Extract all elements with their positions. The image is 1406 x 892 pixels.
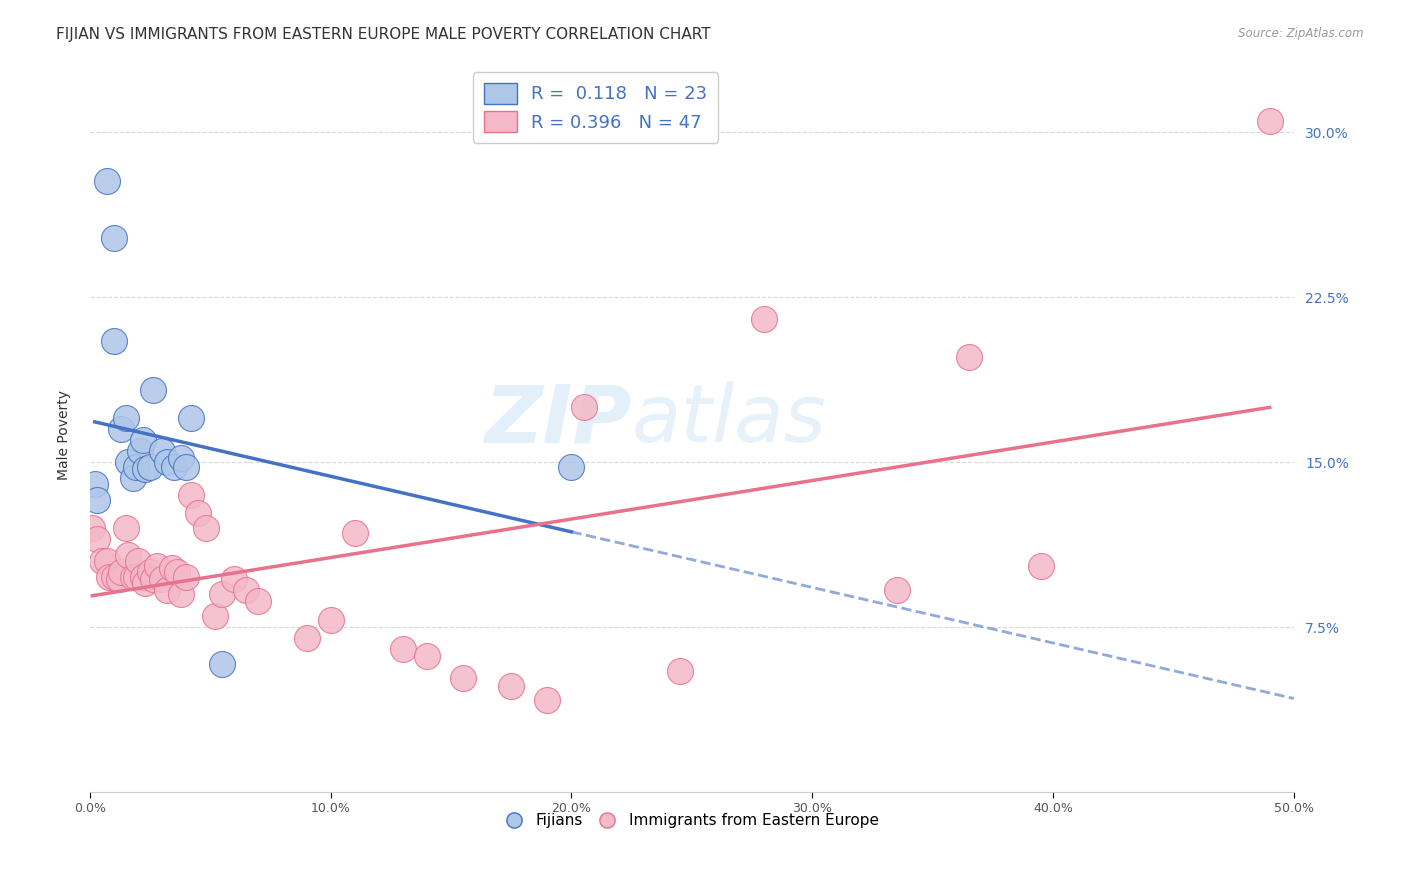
Point	[1258, 114, 1281, 128]
Point	[124, 569, 146, 583]
Point	[669, 664, 692, 678]
Point	[180, 488, 202, 502]
Point	[150, 572, 173, 586]
Point	[110, 422, 132, 436]
Point	[132, 433, 155, 447]
Text: FIJIAN VS IMMIGRANTS FROM EASTERN EUROPE MALE POVERTY CORRELATION CHART: FIJIAN VS IMMIGRANTS FROM EASTERN EUROPE…	[56, 27, 711, 42]
Point	[124, 459, 146, 474]
Point	[110, 565, 132, 579]
Point	[211, 657, 233, 672]
Point	[108, 572, 131, 586]
Point	[886, 582, 908, 597]
Point	[122, 470, 145, 484]
Point	[103, 569, 125, 583]
Point	[117, 548, 139, 562]
Point	[501, 680, 523, 694]
Y-axis label: Male Poverty: Male Poverty	[58, 390, 72, 480]
Point	[451, 671, 474, 685]
Point	[174, 569, 197, 583]
Point	[156, 455, 179, 469]
Point	[150, 444, 173, 458]
Point	[86, 492, 108, 507]
Point	[127, 554, 149, 568]
Point	[103, 231, 125, 245]
Point	[83, 477, 105, 491]
Point	[319, 614, 342, 628]
Point	[392, 642, 415, 657]
Point	[98, 569, 121, 583]
Text: Source: ZipAtlas.com: Source: ZipAtlas.com	[1239, 27, 1364, 40]
Point	[180, 411, 202, 425]
Point	[224, 572, 246, 586]
Point	[139, 459, 162, 474]
Point	[295, 631, 318, 645]
Point	[416, 648, 439, 663]
Point	[572, 401, 595, 415]
Point	[343, 525, 366, 540]
Point	[115, 411, 138, 425]
Point	[122, 569, 145, 583]
Point	[134, 576, 156, 591]
Point	[163, 459, 186, 474]
Point	[170, 587, 193, 601]
Point	[174, 459, 197, 474]
Legend: Fijians, Immigrants from Eastern Europe: Fijians, Immigrants from Eastern Europe	[499, 807, 884, 834]
Point	[170, 450, 193, 465]
Point	[160, 560, 183, 574]
Point	[132, 569, 155, 583]
Point	[560, 459, 582, 474]
Point	[536, 692, 558, 706]
Point	[103, 334, 125, 349]
Point	[82, 521, 104, 535]
Point	[139, 565, 162, 579]
Point	[204, 609, 226, 624]
Point	[134, 462, 156, 476]
Point	[752, 312, 775, 326]
Point	[129, 444, 152, 458]
Point	[166, 565, 188, 579]
Point	[211, 587, 233, 601]
Point	[86, 532, 108, 546]
Point	[1029, 558, 1052, 573]
Point	[117, 455, 139, 469]
Point	[194, 521, 217, 535]
Text: ZIP: ZIP	[484, 382, 631, 459]
Point	[96, 554, 118, 568]
Point	[141, 383, 163, 397]
Point	[247, 593, 270, 607]
Point	[141, 572, 163, 586]
Point	[235, 582, 257, 597]
Point	[115, 521, 138, 535]
Point	[187, 506, 209, 520]
Point	[957, 350, 980, 364]
Point	[156, 582, 179, 597]
Point	[91, 554, 114, 568]
Point	[96, 174, 118, 188]
Text: atlas: atlas	[631, 382, 827, 459]
Point	[146, 558, 169, 573]
